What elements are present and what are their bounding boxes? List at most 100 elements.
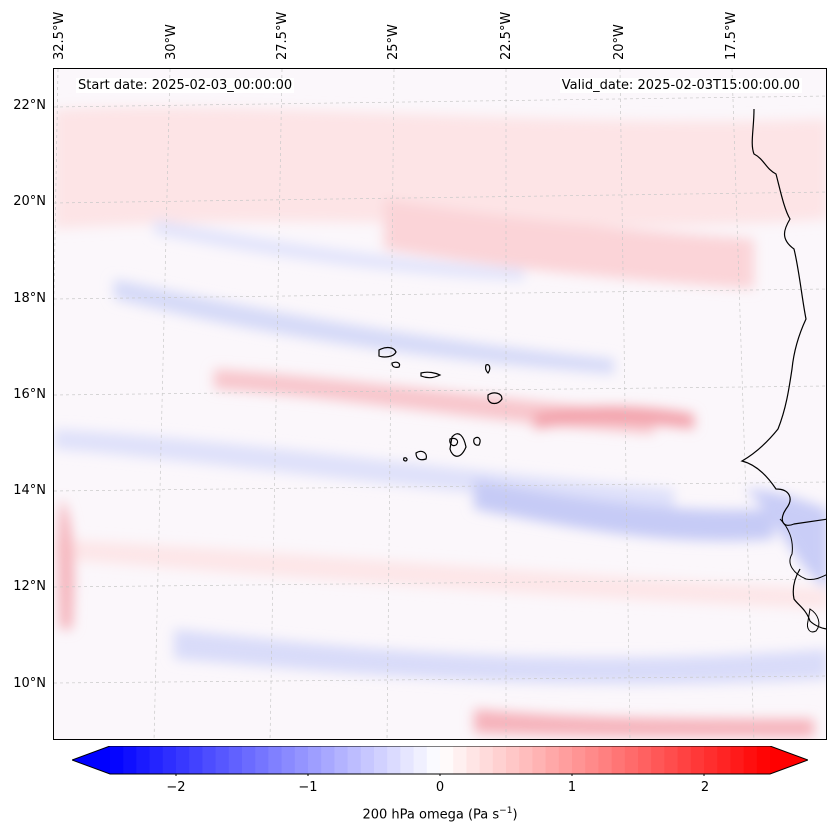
colorbar-tick-label-neg2: −2 [166,780,186,795]
lon-label-22-5w: 22.5°W [499,11,514,60]
colorbar-cells [110,746,771,774]
island-boa-vista [487,392,503,405]
coastline-africa [740,108,826,630]
lon-label-32-5w: 32.5°W [52,11,67,60]
colorbar-cell [492,746,507,774]
ascent-band-bottom [474,709,814,737]
colorbar-title-close: ) [512,807,518,823]
lon-label-17-5w: 17.5°W [724,11,739,60]
omega-field-map [54,69,826,739]
colorbar-cell [400,746,415,774]
island-brava [403,457,408,462]
colorbar-cell [585,746,599,774]
lat-label-20n: 20°N [13,194,46,209]
colorbar-tick-label-neg1: −1 [298,780,318,795]
lon-label-27-5w: 27.5°W [275,11,290,60]
island-maio [473,436,481,446]
descent-east-edge [744,489,826,588]
colorbar-low-extend-arrow [72,746,110,774]
island-sao-nicolau [420,371,442,379]
colorbar-cell [149,746,164,774]
colorbar-cell [242,746,256,774]
island-santo-antao [378,346,397,358]
lat-label-18n: 18°N [13,291,46,306]
descent-band-4 [474,479,774,541]
colorbar-cell [294,746,309,774]
colorbar-cell [479,746,494,774]
colorbar-cell [426,746,441,774]
colorbar-cell [717,746,731,774]
descent-band-south [174,629,826,685]
colorbar-cell [664,746,679,774]
colorbar-cell [545,746,560,774]
colorbar-cell [215,746,230,774]
colorbar-tick-label-0: 0 [435,780,445,795]
colorbar-cell [136,746,151,774]
colorbar-cell [110,746,124,774]
island-fogo [415,450,427,461]
colorbar-cell [162,746,177,774]
descent-band-1 [114,279,614,374]
colorbar-cell [202,746,217,774]
ascent-band-north [384,199,754,289]
ascent-region-north [54,106,826,229]
colorbar-cell [638,746,652,774]
colorbar-outline [72,746,808,775]
colorbar-cell [413,746,428,774]
colorbar-cell [440,746,454,774]
colorbar-cell [677,746,692,774]
lon-label-25w: 25°W [386,24,401,60]
colorbar-cell [228,746,243,774]
colorbar-cell [611,746,626,774]
colorbar-cell [268,746,283,774]
colorbar-cell [624,746,639,774]
ascent-core-east [534,406,694,429]
omega-shading [54,106,826,737]
coastline-bissagos [807,608,820,633]
gridline-lon-20w [619,69,631,739]
ascent-band-south [54,539,826,609]
ascent-west-edge [57,499,74,629]
colorbar-cell [704,746,718,774]
gridline-lon-25w [386,69,395,739]
lon-label-30w: 30°W [164,24,179,60]
colorbar-cell [532,746,547,774]
coastline-gambia [779,518,826,580]
lat-label-16n: 16°N [13,387,46,402]
valid-date-label: Valid_date: 2025-02-03T15:00:00.00 [559,78,802,93]
colorbar-cell [743,746,758,774]
colorbar-cell [321,746,335,774]
colorbar-cell [690,746,705,774]
colorbar-cell [387,746,401,774]
island-sal [485,364,491,374]
colorbar-cell [651,746,665,774]
colorbar-cell [506,746,520,774]
colorbar-high-extend-arrow [770,746,808,774]
start-date-label: Start date: 2025-02-03_00:00:00 [76,78,295,93]
cape-verde-islands [378,346,503,462]
colorbar-cell [334,746,349,774]
gridline-lon-27-5w [269,69,283,739]
island-sao-vicente [391,361,401,368]
gridline-lon-17-5w [731,69,755,739]
colorbar-cell [453,746,467,774]
lat-label-22n: 22°N [13,98,46,113]
colorbar-cell [176,746,190,774]
lat-label-14n: 14°N [13,483,46,498]
lon-label-20w: 20°W [612,24,627,60]
colorbar-cell [598,746,613,774]
colorbar-tick-label-2: 2 [700,780,710,795]
island-santiago-west [449,437,459,447]
colorbar-cell [281,746,296,774]
lat-label-10n: 10°N [13,676,46,691]
colorbar-cell [374,746,388,774]
colorbar-cell [558,746,573,774]
colorbar-title-text: 200 hPa omega (Pa s [362,807,500,823]
map-panel: Start date: 2025-02-03_00:00:00 Valid_da… [53,68,827,740]
colorbar-cell [308,746,322,774]
island-santiago [449,433,467,457]
graticule [54,69,826,739]
colorbar [72,746,808,776]
lat-label-12n: 12°N [13,579,46,594]
colorbar-cell [572,746,586,774]
